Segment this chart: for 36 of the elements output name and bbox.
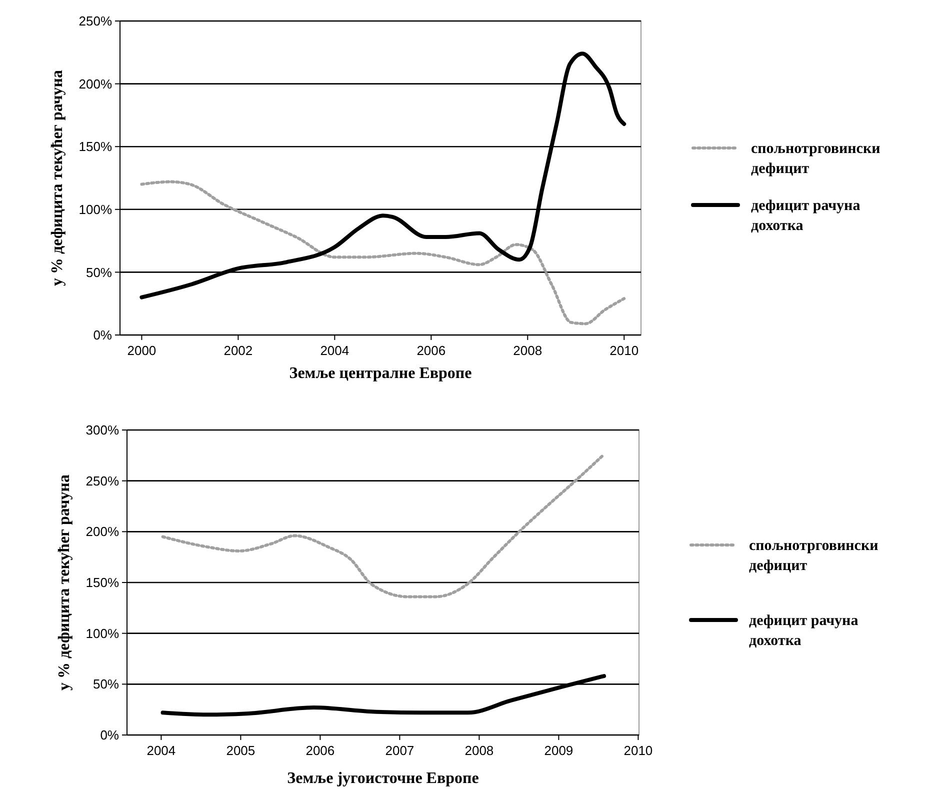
y-tick-label: 0% [93,328,112,343]
x-tick-label: 2006 [306,743,335,758]
y-tick-label: 100% [86,626,120,641]
y-tick-label: 150% [78,139,112,154]
y-tick-label: 200% [78,76,112,92]
x-tick-label: 2010 [624,743,653,758]
y-tick-label: 250% [86,473,120,488]
line-series [140,180,626,326]
x-tick-label: 2008 [513,343,542,358]
x-tick-label: 2007 [385,743,414,758]
y-tick-label: 250% [78,14,112,29]
legend-label: спољнотрговински дефицит [751,141,881,177]
y-tick-label: 100% [78,202,112,217]
y-axis-title: у % дефицита текућег рачуна [49,70,66,286]
y-axis-title: у % дефицита текућег рачуна [56,474,73,690]
x-axis-title: Земље централне Европе [289,365,472,382]
legend-label: дефицит рачуна дохотка [751,198,861,234]
legend-label: спољнотрговински дефицит [749,538,879,574]
y-tick-label: 150% [86,575,120,590]
x-tick-label: 2006 [416,343,446,358]
x-tick-label: 2004 [320,343,350,358]
y-tick-label: 50% [92,676,120,692]
y-tick-label: 200% [86,524,120,540]
y-tick-label: 0% [100,728,120,743]
x-tick-label: 2004 [146,743,176,758]
y-tick-label: 300% [86,422,120,438]
legend-label: дефицит рачуна дохотка [749,613,859,649]
x-tick-label: 2009 [544,743,574,758]
line-series [161,452,606,598]
y-tick-label: 50% [86,264,112,280]
x-tick-label: 2005 [226,743,256,758]
x-tick-label: 2000 [127,343,156,358]
x-tick-label: 2010 [610,343,639,358]
x-tick-label: 2008 [464,743,494,758]
x-tick-label: 2002 [224,343,253,358]
x-axis-title: Земље југоисточне Европе [287,770,479,787]
